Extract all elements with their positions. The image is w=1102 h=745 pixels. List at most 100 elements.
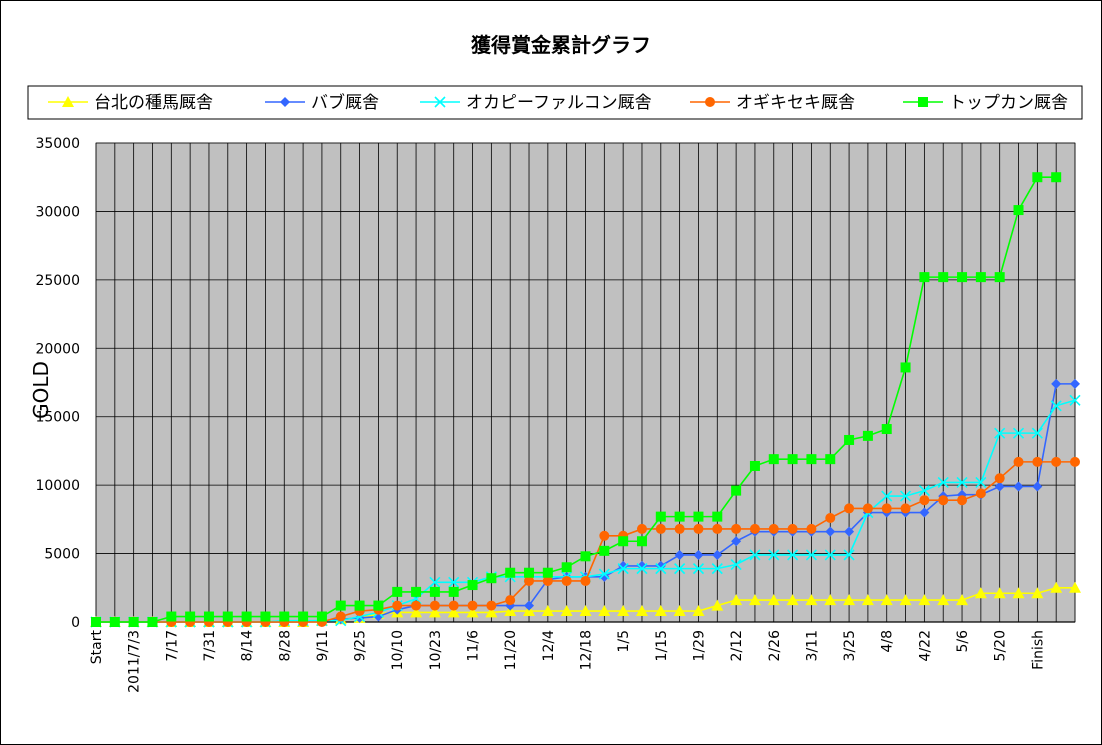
legend-label: オカピーファルコン厩舎 xyxy=(466,93,652,113)
data-point xyxy=(975,476,987,488)
data-point xyxy=(373,600,384,611)
data-point xyxy=(599,530,610,541)
x-tick-label: 11/20 xyxy=(503,630,519,670)
x-tick-label: 11/6 xyxy=(466,630,482,662)
data-point xyxy=(805,549,817,561)
data-point xyxy=(1013,456,1024,467)
x-tick-label: 12/18 xyxy=(579,630,595,670)
legend-entry-2: バブ厩舎 xyxy=(265,92,379,113)
data-point xyxy=(957,272,968,283)
data-point xyxy=(561,575,572,586)
data-point xyxy=(617,605,630,617)
data-point xyxy=(825,526,836,537)
y-axis-ticks: 0 5000 10000 15000 20000 25000 30000 35000 xyxy=(35,136,80,631)
legend-entry-1: 台北の種馬厩舎 xyxy=(48,93,213,113)
x-axis-ticks: Start 2011/7/3 7/17 7/31 8/14 8/28 9/11 9/25 10/… xyxy=(89,629,1046,692)
data-point xyxy=(279,611,290,622)
data-point xyxy=(579,605,592,617)
data-point xyxy=(674,511,685,522)
data-point xyxy=(712,549,723,560)
data-point xyxy=(844,434,855,445)
x-tick-label: 1/5 xyxy=(616,630,632,653)
x-tick-label: 3/11 xyxy=(804,630,820,661)
data-point xyxy=(448,576,460,588)
data-point xyxy=(260,611,271,622)
x-tick-label: 10/23 xyxy=(428,630,444,670)
data-point xyxy=(1032,456,1043,467)
data-point xyxy=(787,549,799,561)
data-point xyxy=(429,576,441,588)
data-point xyxy=(693,511,704,522)
data-point xyxy=(787,454,798,465)
data-point xyxy=(711,563,723,575)
data-point xyxy=(705,97,715,107)
data-point xyxy=(974,587,987,599)
data-point xyxy=(786,594,799,606)
data-point xyxy=(767,594,780,606)
data-point xyxy=(298,611,309,622)
x-tick-label: 12/4 xyxy=(541,630,557,662)
data-point xyxy=(467,580,478,591)
data-point xyxy=(524,575,535,586)
data-point xyxy=(993,587,1006,599)
data-point xyxy=(881,424,892,435)
y-tick-label: 10000 xyxy=(35,478,80,494)
x-tick-label: 2011/7/3 xyxy=(127,630,143,693)
data-point xyxy=(692,605,705,617)
data-point xyxy=(411,586,422,597)
data-point xyxy=(918,485,930,497)
data-point xyxy=(994,272,1005,283)
data-point xyxy=(693,549,704,560)
data-point xyxy=(787,523,798,534)
data-point xyxy=(434,96,446,108)
data-point xyxy=(900,362,911,373)
data-point xyxy=(956,594,969,606)
data-point xyxy=(975,488,986,499)
data-point xyxy=(862,430,873,441)
data-point xyxy=(768,454,779,465)
data-point xyxy=(824,549,836,561)
x-tick-label: 8/28 xyxy=(277,630,293,661)
x-tick-label: 7/17 xyxy=(164,630,180,661)
data-point xyxy=(730,594,743,606)
data-point xyxy=(806,523,817,534)
data-point xyxy=(486,573,497,584)
data-point xyxy=(880,594,893,606)
y-tick-label: 5000 xyxy=(44,547,80,563)
data-point xyxy=(62,96,74,107)
series-5 xyxy=(91,172,1062,627)
data-point xyxy=(335,611,346,622)
data-point xyxy=(541,605,554,617)
data-point xyxy=(280,97,290,107)
data-point xyxy=(1012,427,1025,439)
data-point xyxy=(956,476,968,488)
data-point xyxy=(410,606,423,618)
data-point xyxy=(316,611,327,622)
data-point xyxy=(1050,400,1062,412)
data-point xyxy=(937,594,950,606)
x-tick-label: 8/14 xyxy=(240,630,256,662)
y-tick-label: 0 xyxy=(71,615,80,631)
data-point xyxy=(805,594,818,606)
data-point xyxy=(448,586,459,597)
y-tick-label: 35000 xyxy=(35,136,80,152)
data-point xyxy=(466,606,479,618)
data-point xyxy=(109,617,120,627)
data-point xyxy=(673,605,686,617)
data-point xyxy=(731,523,742,534)
legend-label: バブ厩舎 xyxy=(311,92,379,113)
data-point xyxy=(674,523,685,534)
data-point xyxy=(580,575,591,586)
x-tick-label: Finish xyxy=(1030,630,1046,670)
data-point xyxy=(222,611,233,622)
data-point xyxy=(844,503,855,514)
data-point xyxy=(918,594,931,606)
data-point xyxy=(899,490,912,502)
data-point xyxy=(824,594,837,606)
data-point xyxy=(749,460,760,471)
data-point xyxy=(542,575,553,586)
data-point xyxy=(598,568,610,580)
x-tick-label: 5/6 xyxy=(955,630,971,653)
data-point xyxy=(1070,378,1080,389)
data-point xyxy=(599,545,610,556)
